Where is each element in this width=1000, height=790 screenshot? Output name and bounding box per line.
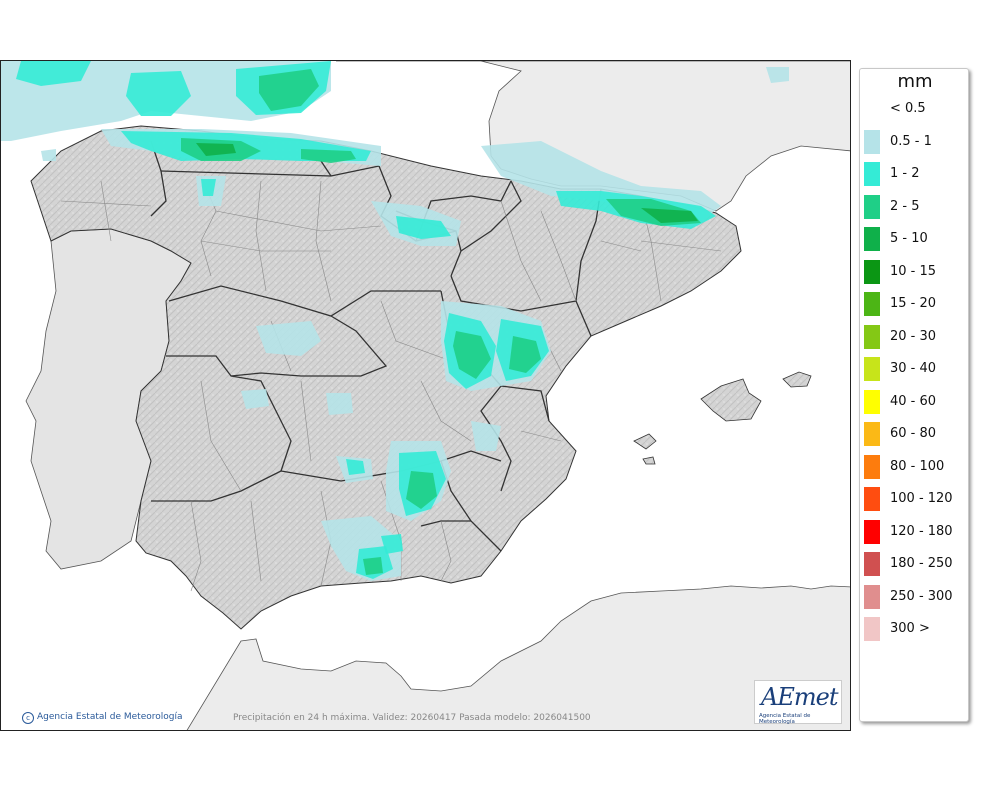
legend-swatch [864,357,880,381]
legend-swatch [864,389,880,414]
legend-item: 300 > [864,617,964,641]
legend-swatch [864,487,880,511]
legend-item: < 0.5 [864,97,964,121]
credit-line: c Agencia Estatal de Meteorología [22,712,183,724]
legend-item: 40 - 60 [864,389,964,414]
legend-label: 100 - 120 [890,491,953,506]
legend-label: 250 - 300 [890,588,953,604]
legend-swatch [864,194,880,219]
legend-item: 10 - 15 [864,259,964,284]
africa-land [186,585,850,730]
legend-label: 60 - 80 [890,426,937,441]
formentera-island [642,456,656,465]
legend-label: 300 > [890,621,930,636]
legend-swatch [864,617,880,641]
aemet-logo: AEmet Agencia Estatal de Meteorología [754,680,842,725]
legend-label: 0.5 - 1 [890,133,932,149]
legend-item: 60 - 80 [864,422,964,446]
ibiza-island [633,433,657,450]
legend-label: 10 - 15 [890,263,937,279]
legend-label: 120 - 180 [890,523,953,539]
legend-label: 1 - 2 [890,166,920,181]
legend-label: < 0.5 [890,101,926,116]
legend-label: 30 - 40 [890,361,937,376]
legend-label: 80 - 100 [890,458,945,474]
legend-item: 100 - 120 [864,487,964,511]
legend-swatch [864,259,880,284]
legend-swatch [864,584,880,609]
legend-item: 120 - 180 [864,519,964,544]
legend-item: 250 - 300 [864,584,964,609]
legend-item: 1 - 2 [864,162,964,186]
legend-label: 2 - 5 [890,198,920,214]
map-caption: Precipitación en 24 h máxima. Validez: 2… [233,713,591,723]
legend-swatch [864,552,880,576]
legend-label: 180 - 250 [890,556,953,571]
precipitation-map [0,60,851,731]
legend-item: 2 - 5 [864,194,964,219]
legend-item: 5 - 10 [864,227,964,251]
legend-item: 0.5 - 1 [864,129,964,154]
legend-item: 30 - 40 [864,357,964,381]
mallorca-island [700,378,762,422]
legend-swatch [864,422,880,446]
legend: mm < 0.5 0.5 - 1 1 - 2 2 - 5 5 - 10 10 - 15 15… [859,68,969,722]
legend-swatch [864,162,880,186]
legend-item: 180 - 250 [864,552,964,576]
legend-label: 20 - 30 [890,328,937,344]
legend-item: 80 - 100 [864,454,964,479]
legend-label: 40 - 60 [890,393,937,409]
legend-swatch [864,97,880,121]
aemet-logo-subtext: Agencia Estatal de Meteorología [759,713,811,725]
copyright-icon: c [22,712,34,724]
legend-label: 5 - 10 [890,231,928,246]
legend-swatch [864,519,880,544]
credit-text: Agencia Estatal de Meteorología [37,712,183,722]
menorca-island [782,371,812,388]
map-canvas [1,61,850,730]
legend-swatch [864,292,880,316]
legend-swatch [864,129,880,154]
legend-item: 20 - 30 [864,324,964,349]
legend-swatch [864,454,880,479]
legend-unit: mm [897,71,933,92]
aemet-logo-text: AEmet [761,683,838,711]
precipitation-overlay [1,61,789,581]
legend-swatch [864,324,880,349]
legend-swatch [864,227,880,251]
legend-item: 15 - 20 [864,292,964,316]
legend-label: 15 - 20 [890,296,937,311]
